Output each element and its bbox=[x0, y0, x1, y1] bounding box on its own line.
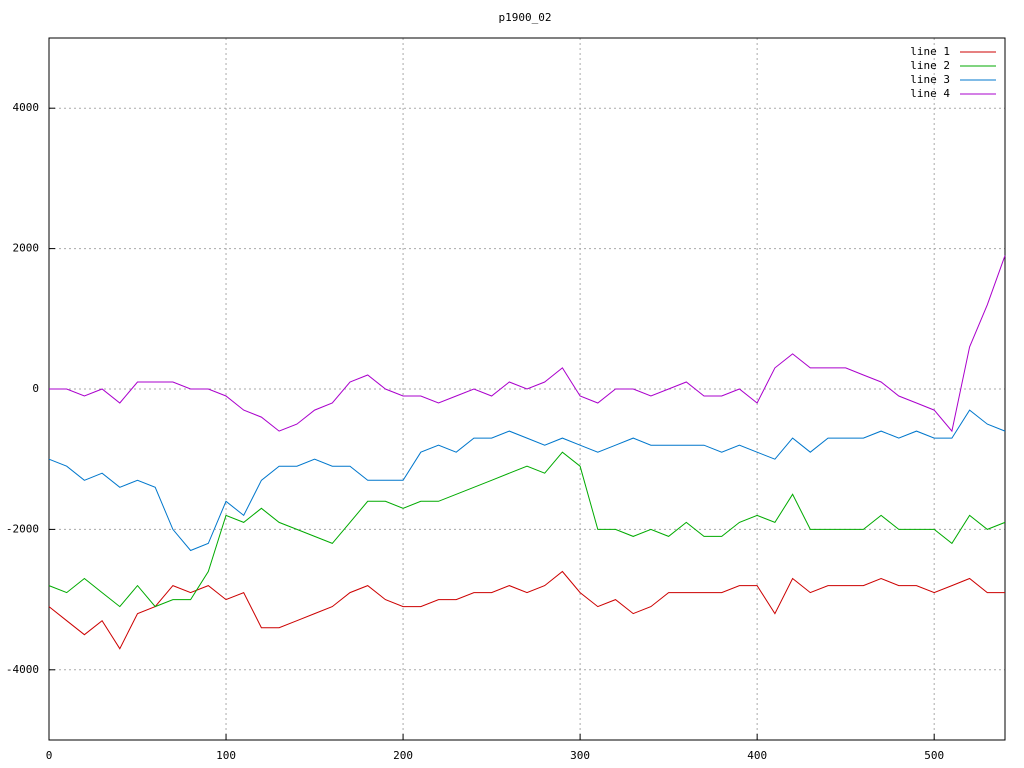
y-tick-label: -4000 bbox=[6, 663, 39, 676]
x-tick-label: 100 bbox=[216, 749, 236, 762]
y-tick-label: 4000 bbox=[13, 101, 40, 114]
data-line bbox=[48, 409, 1006, 552]
legend-label: line 1 bbox=[910, 45, 950, 58]
legend-label: line 3 bbox=[910, 73, 950, 86]
x-tick-label: 400 bbox=[747, 749, 767, 762]
legend-label: line 4 bbox=[910, 87, 950, 100]
x-tick-label: 200 bbox=[393, 749, 413, 762]
x-tick-label: 0 bbox=[46, 749, 53, 762]
data-line bbox=[48, 570, 1005, 650]
y-tick-label: 2000 bbox=[13, 242, 40, 255]
y-tick-label: 0 bbox=[32, 382, 39, 395]
data-line bbox=[48, 451, 1006, 608]
legend-label: line 2 bbox=[910, 59, 950, 72]
x-tick-label: 300 bbox=[570, 749, 590, 762]
chart-title: p1900_02 bbox=[499, 11, 552, 24]
data-line bbox=[49, 255, 1006, 433]
y-tick-label: -2000 bbox=[6, 522, 39, 535]
x-tick-label: 500 bbox=[924, 749, 944, 762]
